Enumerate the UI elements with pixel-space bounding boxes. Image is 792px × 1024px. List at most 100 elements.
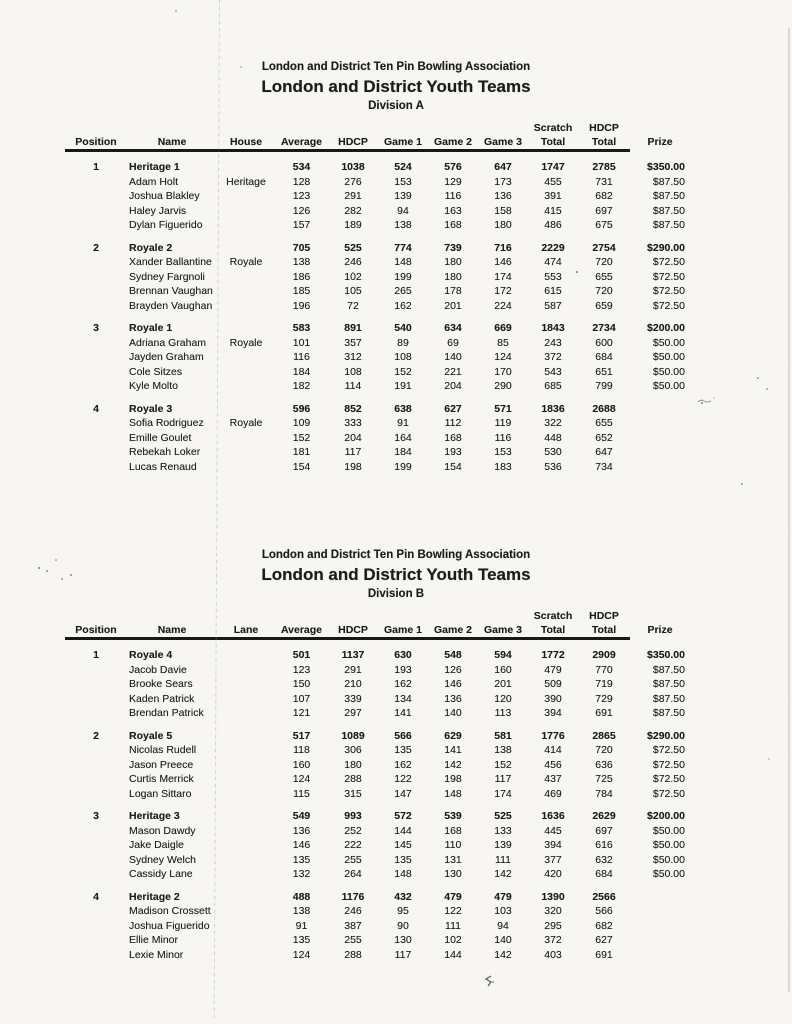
- team-scratch-cell: 2229: [541, 241, 565, 254]
- player-name-cell: Brennan Vaughan: [129, 285, 213, 297]
- team-position-cell: 1: [93, 649, 99, 661]
- player-game3-cell: 136: [494, 190, 512, 202]
- player-hdcp-cell: 339: [344, 692, 362, 705]
- player-hdcp-cell: 252: [344, 824, 362, 837]
- player-average-cell: 126: [292, 204, 311, 217]
- player-hdcp-cell: 204: [344, 431, 362, 444]
- player-position-cell: [65, 204, 127, 219]
- player-prize-cell: $72.50: [652, 299, 685, 312]
- header-spacer: [275, 122, 328, 134]
- results-body: 1 Heritage 1 534 1038 524 576 647 1747 2785 $350.…: [65, 151, 690, 475]
- player-game2-cell: 168: [444, 219, 462, 231]
- team-game1-cell: 638: [394, 402, 412, 415]
- player-scratch-cell: 469: [544, 787, 562, 800]
- team-average-cell: 705: [292, 241, 311, 254]
- team-hdcp-cell: 1038: [341, 161, 365, 173]
- player-group-cell: Heritage: [226, 175, 266, 188]
- player-hdcp_total-cell: 627: [595, 934, 613, 946]
- player-average-cell: 138: [292, 905, 311, 917]
- player-row: Joshua Blakley 123 291 139 116 136 391 682 $87.5…: [65, 189, 690, 204]
- division-label: Division A: [368, 100, 424, 112]
- player-prize-cell: $72.50: [652, 285, 685, 297]
- team-row: 3 Heritage 3 549 993 572 539 525 1636 2629 $200.0…: [65, 809, 690, 824]
- player-name-cell: Lexie Minor: [129, 948, 184, 961]
- col-header-hdcp: HDCP: [328, 622, 378, 640]
- player-game1-cell: 90: [397, 919, 409, 932]
- player-game3-cell: 152: [494, 758, 512, 771]
- team-prize-cell: $200.00: [647, 810, 685, 822]
- player-hdcp_total-cell: 720: [595, 256, 613, 268]
- player-average-cell: 196: [292, 299, 311, 312]
- team-hdcp-cell: 891: [344, 322, 362, 334]
- team-hdcp_total-cell: 2785: [592, 161, 616, 173]
- col-header-group: House: [217, 134, 275, 152]
- team-scratch-cell: 1836: [541, 402, 565, 415]
- player-position-cell: [65, 838, 127, 853]
- player-hdcp_total-cell: 691: [595, 707, 613, 719]
- player-prize-cell: $72.50: [652, 758, 685, 771]
- player-row: Curtis Merrick 124 288 122 198 117 437 725 $72.5…: [65, 772, 690, 787]
- col-header-game2: Game 2: [428, 622, 478, 640]
- player-game1-cell: 153: [394, 175, 412, 188]
- division-section-a: London and District Ten Pin Bowling Asso…: [0, 60, 792, 474]
- team-hdcp_total-cell: 2566: [592, 890, 616, 903]
- player-scratch-cell: 455: [544, 175, 562, 188]
- team-scratch-cell: 1390: [541, 890, 565, 903]
- player-name-cell: Brooke Sears: [129, 678, 193, 690]
- player-game1-cell: 162: [394, 678, 412, 690]
- player-hdcp-cell: 291: [344, 663, 362, 676]
- player-hdcp-cell: 387: [344, 919, 362, 932]
- player-game1-cell: 191: [394, 380, 412, 392]
- spacer-cell: [65, 882, 690, 890]
- team-group-cell: [217, 160, 275, 175]
- player-group-cell: [217, 460, 275, 475]
- player-group-cell: [217, 948, 275, 963]
- team-hdcp_total-cell: 2909: [592, 649, 616, 661]
- header-spacer: [127, 122, 217, 134]
- player-prize-cell: $72.50: [652, 270, 685, 283]
- player-position-cell: [65, 904, 127, 919]
- player-hdcp-cell: 288: [344, 948, 362, 961]
- player-game3-cell: 183: [494, 460, 512, 473]
- player-prize-cell: [630, 416, 690, 431]
- player-row: Sydney Fargnoli 186 102 199 180 174 553 655 $72.…: [65, 270, 690, 285]
- team-game1-cell: 566: [394, 729, 412, 742]
- team-hdcp-cell: 1089: [341, 729, 365, 742]
- player-average-cell: 138: [292, 256, 311, 268]
- player-game1-cell: 135: [394, 744, 412, 756]
- player-game3-cell: 116: [494, 431, 512, 444]
- player-game1-cell: 162: [394, 758, 412, 771]
- player-name-cell: Rebekah Loker: [129, 446, 201, 458]
- player-hdcp_total-cell: 720: [595, 285, 613, 297]
- player-hdcp-cell: 312: [344, 351, 362, 363]
- scan-speck: [175, 10, 177, 12]
- player-name-cell: Jason Preece: [129, 758, 194, 771]
- spacer-row: [65, 233, 690, 241]
- player-average-cell: 146: [292, 839, 311, 851]
- player-row: Jake Daigle 146 222 145 110 139 394 616 $50.00: [65, 838, 690, 853]
- spacer-cell: [65, 233, 690, 241]
- player-hdcp-cell: 117: [344, 446, 362, 458]
- player-row: Kaden Patrick 107 339 134 136 120 390 729 $87.50: [65, 692, 690, 707]
- player-game2-cell: 129: [444, 175, 462, 188]
- player-average-cell: 160: [292, 758, 311, 771]
- team-game2-cell: 634: [444, 322, 462, 334]
- player-row: Adriana Graham Royale 101 357 89 69 85 243 600 $5…: [65, 336, 690, 351]
- player-game1-cell: 184: [394, 446, 412, 458]
- player-position-cell: [65, 758, 127, 773]
- player-scratch-cell: 479: [544, 663, 562, 676]
- player-game1-cell: 117: [394, 948, 412, 961]
- player-row: Rebekah Loker 181 117 184 193 153 530 647: [65, 445, 690, 460]
- player-row: Sydney Welch 135 255 135 131 111 377 632 $50.00: [65, 853, 690, 868]
- player-game2-cell: 122: [444, 905, 462, 917]
- player-average-cell: 152: [292, 431, 311, 444]
- player-position-cell: [65, 416, 127, 431]
- player-hdcp_total-cell: 720: [595, 744, 613, 756]
- player-game1-cell: 130: [394, 934, 412, 946]
- player-group-cell: [217, 299, 275, 314]
- col-header-group: Lane: [217, 622, 275, 640]
- player-name-cell: Curtis Merrick: [129, 773, 194, 785]
- team-game2-cell: 539: [444, 810, 462, 822]
- team-group-cell: [217, 890, 275, 905]
- header-spacer: [275, 610, 328, 622]
